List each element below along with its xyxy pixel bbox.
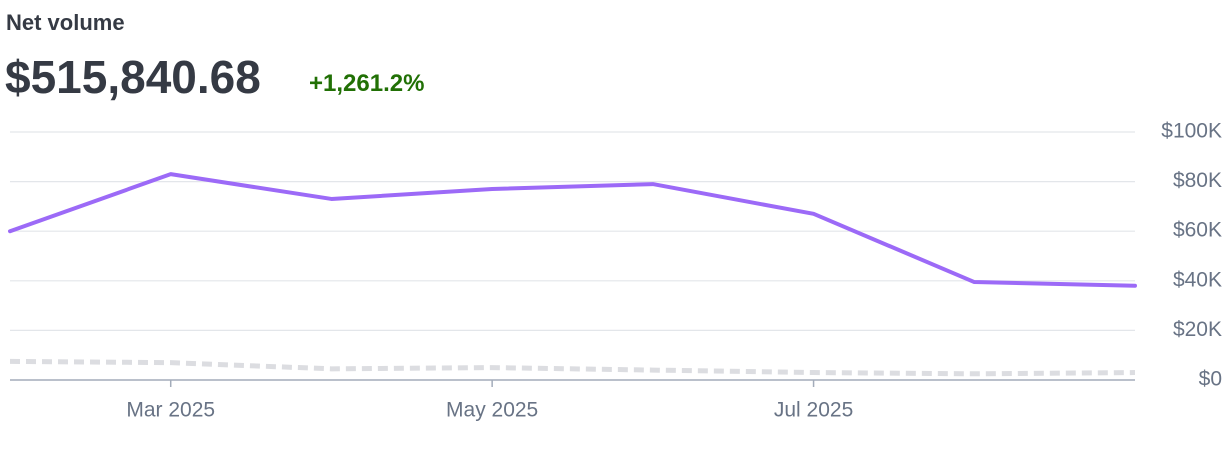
x-tick-label: Jul 2025 [774,399,853,422]
x-tick-label: May 2025 [446,399,538,422]
total: $515,840.68 [5,51,261,103]
x-tick-label: Mar 2025 [126,399,215,422]
y-tick-label: $100K [1161,120,1222,143]
series-line [9,358,1136,377]
y-tick-label: $20K [1173,318,1222,341]
change: +1,261.2% [309,70,425,97]
title: Net volume [6,10,125,35]
y-tick-label: $60K [1173,219,1222,242]
y-tick-label: $0 [1199,368,1222,391]
y-tick-label: $80K [1173,169,1222,192]
y-tick-label: $40K [1173,268,1222,291]
series-line [8,172,1137,288]
